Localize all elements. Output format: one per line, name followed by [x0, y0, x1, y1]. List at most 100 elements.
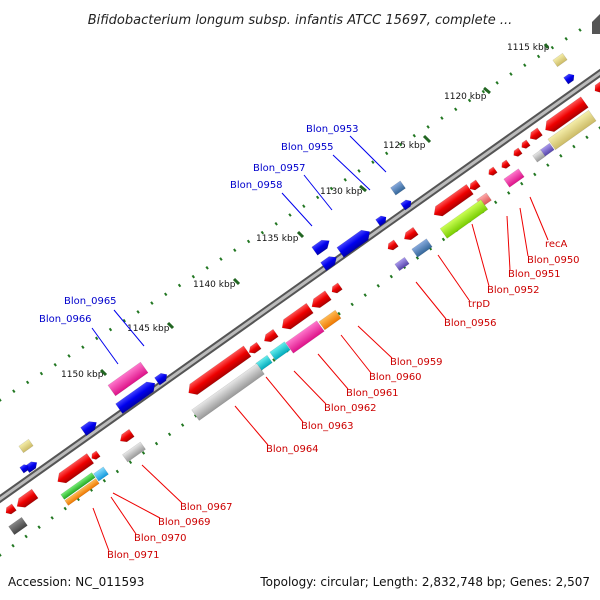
- gene-label[interactable]: Blon_0953: [306, 124, 359, 135]
- gene-label[interactable]: Blon_0965: [64, 296, 117, 307]
- track-dot: [578, 28, 582, 32]
- gene-label[interactable]: Blon_0960: [369, 372, 422, 383]
- gene-feature: [503, 168, 525, 188]
- track-dot: [177, 283, 182, 288]
- track-dot: [536, 54, 541, 59]
- gene-feature: [248, 341, 262, 354]
- gene-feature: [269, 341, 291, 361]
- gene-feature: [311, 239, 330, 256]
- track-dot: [167, 432, 172, 437]
- gene-feature: [318, 309, 342, 331]
- gene-label[interactable]: Blon_0963: [301, 421, 354, 432]
- kbp-tick-mark: [99, 368, 108, 377]
- track-dot: [128, 460, 133, 464]
- track-dot: [585, 135, 589, 140]
- gene-feature: [394, 256, 410, 272]
- track-dot: [11, 543, 15, 548]
- gene-feature: [336, 229, 370, 258]
- gene-feature: [311, 290, 332, 309]
- gene-feature: [529, 127, 543, 140]
- track-dot: [550, 45, 555, 50]
- track-dot: [102, 478, 107, 483]
- track-dot: [350, 302, 354, 307]
- track-dot: [441, 237, 446, 242]
- track-dot: [520, 181, 524, 186]
- gene-label[interactable]: Blon_0951: [508, 269, 561, 280]
- track-dot: [357, 169, 361, 173]
- track-dot: [150, 301, 154, 305]
- kbp-ticks: 1115 kbp 1120 kbp 1125 kbp 1130 kbp 1135 kbp…: [61, 43, 550, 380]
- track-dot: [481, 89, 486, 94]
- gene-label[interactable]: trpD: [468, 299, 490, 310]
- gene-label[interactable]: recA: [545, 239, 568, 250]
- gene-feature: [552, 52, 568, 68]
- track-dot: [164, 292, 168, 297]
- gene-label[interactable]: Blon_0962: [324, 403, 377, 414]
- track-dot: [233, 248, 237, 253]
- gene-feature: [154, 373, 168, 386]
- label-leader-line: [293, 370, 327, 405]
- track-dot: [559, 154, 563, 158]
- track-dot: [205, 266, 209, 270]
- track-dot: [343, 177, 347, 182]
- kbp-tick-mark: [296, 230, 305, 239]
- gene-feature: [107, 361, 149, 397]
- kbp-tick-label: 1140 kbp: [193, 280, 236, 290]
- gene-label[interactable]: Blon_0970: [134, 533, 187, 544]
- track-dot: [398, 142, 403, 147]
- track-dot: [415, 256, 420, 260]
- label-leader-line: [357, 325, 393, 359]
- gene-label[interactable]: Blon_0966: [39, 314, 92, 325]
- gene-label[interactable]: Blon_0958: [230, 180, 283, 191]
- track-dot: [546, 163, 550, 167]
- gene-label[interactable]: Blon_0971: [107, 550, 160, 561]
- genome-backbone: [0, 68, 600, 504]
- kbp-tick-mark: [232, 277, 241, 286]
- gene-label[interactable]: Blon_0964: [266, 444, 319, 455]
- track-dot: [122, 318, 126, 323]
- track-dot: [389, 274, 393, 279]
- track-dot: [53, 362, 57, 367]
- gene-label[interactable]: Blon_0967: [180, 502, 233, 513]
- label-leader-line: [471, 223, 490, 287]
- label-leader-line: [112, 492, 161, 519]
- track-dot: [598, 126, 600, 130]
- label-leader-line: [340, 334, 372, 374]
- gene-feature: [375, 215, 387, 227]
- gene-feature: [563, 73, 575, 85]
- label-leader-line: [332, 154, 371, 191]
- gene-feature: [320, 256, 337, 272]
- kbp-tick-mark: [166, 321, 175, 330]
- corner-marker: [592, 14, 600, 34]
- gene-feature: [64, 478, 100, 506]
- label-leader-line: [317, 353, 349, 390]
- gene-feature: [439, 199, 489, 239]
- gene-label[interactable]: Blon_0961: [346, 388, 399, 399]
- gene-label[interactable]: Blon_0955: [281, 142, 334, 153]
- gene-feature: [390, 180, 406, 196]
- track-dot: [523, 63, 527, 68]
- kbp-tick-label: 1145 kbp: [127, 324, 170, 334]
- gene-feature: [122, 441, 146, 463]
- track-dot: [24, 534, 28, 539]
- label-leader-line: [110, 496, 137, 535]
- gene-feature: [433, 184, 474, 217]
- gene-feature: [469, 179, 481, 191]
- gene-feature: [93, 466, 109, 482]
- track-dot: [376, 284, 380, 288]
- gene-label[interactable]: Blon_0957: [253, 163, 306, 174]
- gene-label[interactable]: Blon_0969: [158, 517, 211, 528]
- gene-label[interactable]: Blon_0959: [390, 357, 443, 368]
- gene-feature: [545, 96, 589, 132]
- kbp-tick-mark: [359, 184, 367, 193]
- track-dot: [509, 72, 513, 76]
- gene-feature: [594, 81, 600, 93]
- gene-label[interactable]: Blon_0956: [444, 318, 497, 329]
- track-dot: [274, 222, 278, 226]
- gene-feature: [501, 159, 511, 169]
- gene-feature: [547, 109, 597, 151]
- gene-label[interactable]: Blon_0950: [527, 255, 580, 266]
- gene-labels: Blon_0953 Blon_0955 Blon_0957 Blon_0958 Blon…: [39, 124, 580, 561]
- track-dot: [493, 200, 498, 205]
- gene-label[interactable]: Blon_0952: [487, 285, 540, 296]
